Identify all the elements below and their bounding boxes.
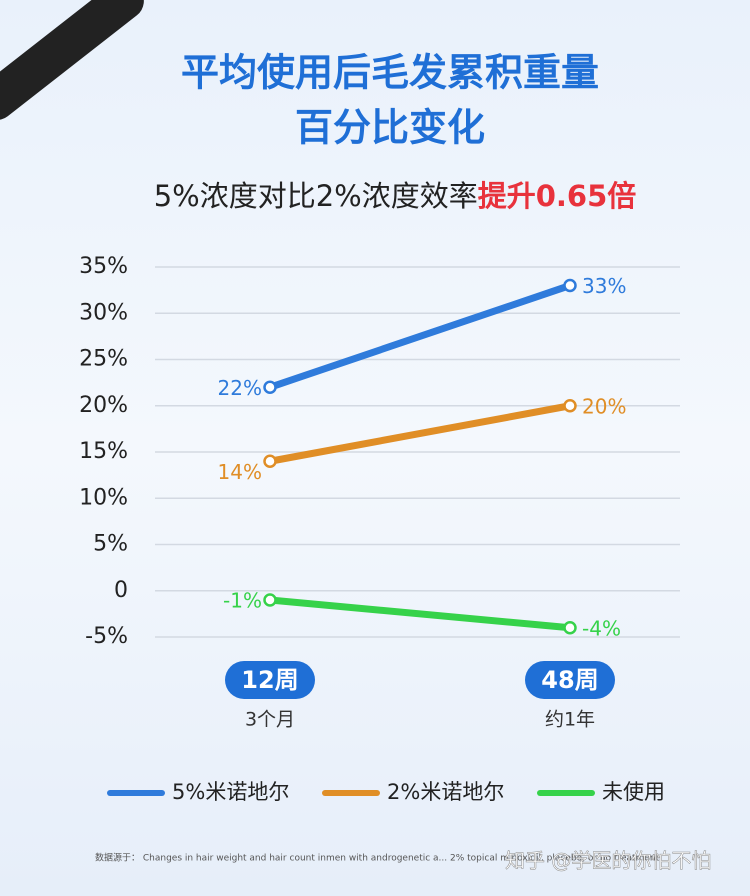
data-point (563, 399, 577, 413)
x-tick-label: 12周 (241, 666, 298, 694)
y-tick-label: 25% (79, 347, 128, 372)
y-tick-label: 20% (79, 393, 128, 418)
pen-decoration (0, 0, 144, 121)
y-tick-label: 0 (114, 578, 128, 603)
value-label: 33% (582, 274, 626, 298)
legend-label: 未使用 (602, 780, 665, 804)
legend-label: 5%米诺地尔 (172, 780, 289, 804)
y-tick-label: 5% (93, 532, 128, 557)
value-label: 14% (218, 460, 262, 484)
y-tick-label: 30% (79, 300, 128, 325)
category-badge (225, 661, 315, 699)
value-label: 22% (218, 376, 262, 400)
chart-title: 平均使用后毛发累积重量 (181, 51, 599, 95)
y-tick-label: 15% (79, 439, 128, 464)
legend-label: 2%米诺地尔 (387, 780, 504, 804)
watermark: 知乎 @学医的你怕不怕 (505, 849, 711, 873)
series-line (266, 596, 574, 632)
x-sublabel: 3个月 (245, 709, 295, 731)
category-badge (525, 661, 615, 699)
series-line (266, 402, 574, 465)
value-label: -4% (582, 616, 621, 640)
source-note: 数据源于： Changes in hair weight and hair co… (95, 852, 660, 864)
data-point (263, 593, 277, 607)
data-point (263, 454, 277, 468)
chart-subtitle: 5%浓度对比2%浓度效率提升0.65倍 (154, 179, 637, 213)
x-tick-label: 48周 (541, 666, 598, 694)
data-point (563, 621, 577, 635)
value-label: -1% (223, 589, 262, 613)
y-tick-label: -5% (85, 624, 128, 649)
value-label: 20% (582, 394, 626, 418)
y-tick-label: 35% (79, 254, 128, 279)
series-line (266, 282, 574, 391)
x-sublabel: 约1年 (545, 709, 595, 731)
subtitle-highlight: 提升0.65倍 (478, 179, 637, 213)
data-point (563, 278, 577, 293)
chart-title: 百分比变化 (295, 106, 485, 150)
data-point (263, 380, 277, 394)
y-tick-label: 10% (79, 485, 128, 510)
subtitle-text: 5%浓度对比2%浓度效率 (154, 179, 478, 213)
